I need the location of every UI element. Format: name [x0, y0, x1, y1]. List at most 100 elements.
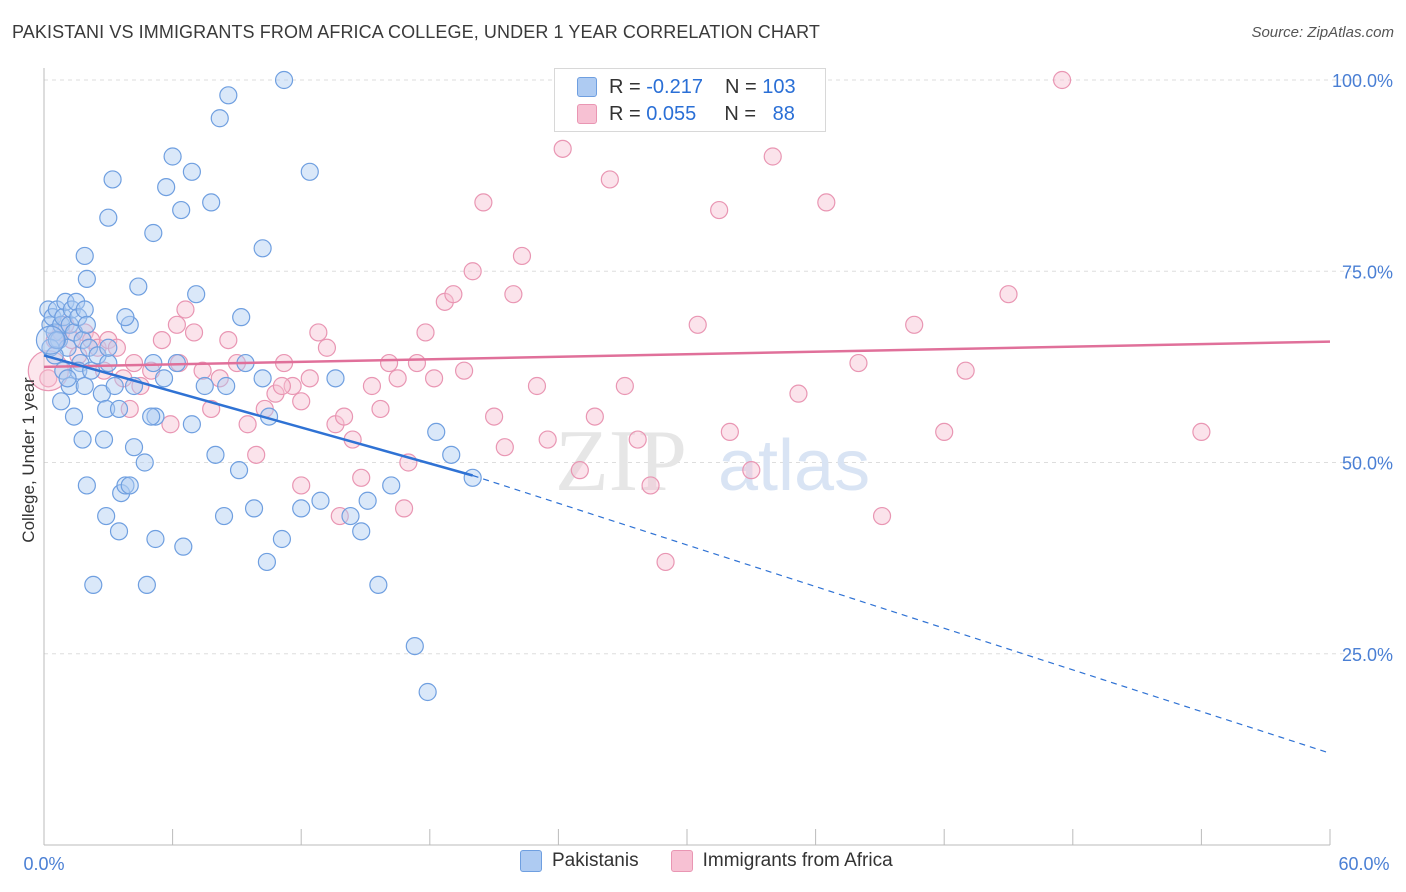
- pink-point: [444, 285, 463, 304]
- blue-point: [214, 506, 234, 526]
- pink-point: [641, 476, 660, 495]
- blue-point: [99, 208, 118, 227]
- pink-point: [463, 262, 482, 281]
- pink-point: [283, 376, 302, 396]
- pink-point: [905, 315, 924, 334]
- y-tick-label: 50.0%: [1342, 454, 1393, 474]
- trend-line-pakistanis: [43, 354, 474, 477]
- pink-point: [872, 506, 892, 526]
- trend-lines: [43, 340, 1331, 754]
- pink-point: [817, 193, 836, 212]
- pink-point: [309, 323, 328, 342]
- pink-point: [742, 461, 761, 480]
- blue-point: [418, 682, 437, 702]
- watermark: ZIP atlas: [555, 413, 870, 510]
- pink-swatch-icon: [670, 850, 693, 872]
- pink-point: [176, 300, 195, 319]
- blue-point: [341, 506, 360, 526]
- trend-line-africa: [43, 340, 1331, 369]
- blue-swatch-icon: [577, 77, 597, 97]
- blue-point: [129, 277, 148, 296]
- blue-point: [97, 506, 116, 526]
- pink-point: [628, 430, 647, 449]
- pink-point: [39, 369, 58, 388]
- blue-point: [210, 109, 229, 128]
- blue-point: [124, 438, 144, 457]
- pink-point: [416, 323, 435, 342]
- blue-point: [232, 308, 251, 327]
- pink-point: [720, 422, 739, 441]
- blue-point: [144, 223, 163, 243]
- pink-point: [474, 193, 493, 212]
- legend-item-pakistanis[interactable]: Pakistanis: [520, 850, 639, 872]
- pink-point: [527, 376, 547, 396]
- blue-point: [174, 537, 193, 556]
- correlation-legend: R = -0.217 N = 103 R = 0.055 N = 88: [554, 68, 826, 132]
- x-tick-label: 0.0%: [23, 854, 64, 874]
- pink-point: [585, 407, 604, 426]
- pink-point: [956, 361, 975, 380]
- blue-point: [77, 269, 96, 288]
- axes: [43, 68, 1331, 846]
- blue-point: [109, 399, 129, 419]
- blue-point: [154, 369, 174, 388]
- blue-point: [116, 476, 135, 495]
- blue-point: [75, 246, 94, 266]
- blue-point: [77, 476, 96, 495]
- blue-point: [99, 338, 118, 357]
- blue-point: [352, 522, 371, 541]
- pink-point: [330, 506, 349, 526]
- legend-row-pakistanis: R = -0.217 N = 103: [577, 74, 796, 100]
- legend-label-pakistanis: Pakistanis: [552, 850, 639, 871]
- blue-point: [75, 300, 94, 319]
- blue-point: [326, 369, 345, 388]
- blue-point: [300, 162, 319, 181]
- y-tick-label: 25.0%: [1342, 645, 1393, 665]
- pink-point: [789, 384, 808, 403]
- blue-point: [369, 575, 388, 595]
- watermark-zip: ZIP: [555, 413, 687, 510]
- pink-point: [999, 285, 1018, 304]
- blue-point: [47, 331, 66, 350]
- blue-point: [163, 147, 182, 166]
- blue-point: [253, 369, 272, 388]
- blue-point: [405, 636, 424, 656]
- x-tick-label: 60.0%: [1338, 854, 1389, 874]
- pink-point: [317, 338, 337, 357]
- legend-r-value: 0.055: [646, 102, 697, 125]
- pink-point: [292, 392, 311, 411]
- blue-point: [442, 445, 461, 464]
- pink-point: [485, 407, 504, 426]
- legend-item-africa[interactable]: Immigrants from Africa: [670, 850, 893, 872]
- blue-point: [463, 468, 482, 487]
- pink-point: [935, 422, 954, 441]
- pink-point: [371, 399, 390, 419]
- pink-point: [352, 468, 371, 487]
- pink-swatch-icon: [577, 104, 597, 124]
- pink-point: [1052, 70, 1072, 90]
- pink-point: [424, 369, 444, 388]
- blue-point: [52, 392, 71, 411]
- blue-point: [109, 522, 129, 541]
- blue-point: [99, 353, 118, 373]
- pink-point: [124, 353, 144, 373]
- blue-point: [137, 575, 156, 595]
- pink-point: [615, 376, 634, 396]
- blue-point: [146, 407, 165, 426]
- pink-point: [184, 323, 204, 342]
- series-legend: Pakistanis Immigrants from Africa: [520, 850, 925, 872]
- blue-point: [217, 376, 236, 396]
- pink-point: [362, 376, 382, 396]
- blue-point: [229, 461, 249, 480]
- pink-point: [394, 499, 414, 518]
- blue-point: [219, 86, 238, 105]
- blue-point: [103, 170, 122, 189]
- watermark-atlas: atlas: [718, 426, 870, 506]
- pink-point: [238, 415, 257, 434]
- blue-points: [35, 70, 482, 702]
- legend-r-label: R =: [609, 75, 641, 98]
- legend-row-africa: R = 0.055 N = 88: [577, 101, 795, 127]
- pink-point: [300, 369, 319, 388]
- legend-r-label: R =: [609, 102, 641, 125]
